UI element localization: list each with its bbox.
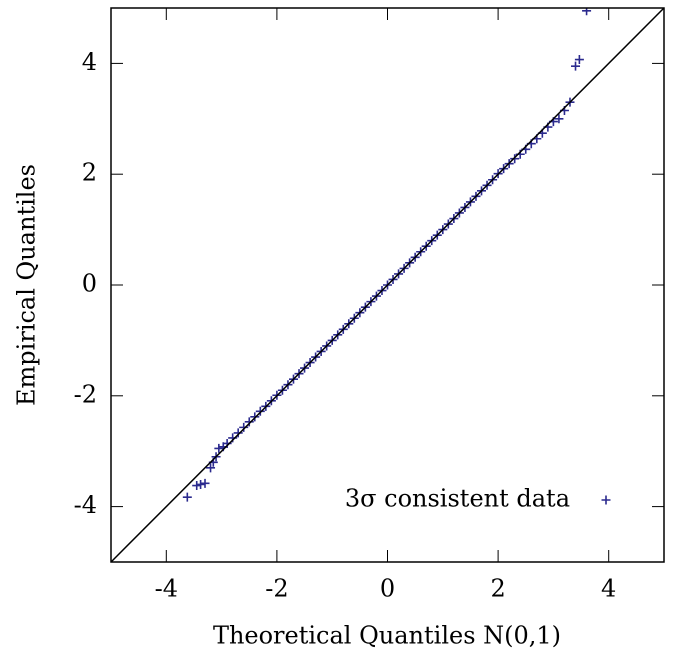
point xyxy=(196,479,206,489)
y-tick-label: 0 xyxy=(82,270,97,298)
y-tick-label: -4 xyxy=(74,491,97,519)
point xyxy=(244,417,254,427)
x-axis-label: Theoretical Quantiles N(0,1) xyxy=(213,622,561,650)
plot-frame xyxy=(110,7,665,563)
point xyxy=(255,406,265,416)
y-tick-label: 2 xyxy=(82,159,97,187)
point xyxy=(206,463,216,473)
y-tick-label: -2 xyxy=(74,380,97,408)
point xyxy=(200,478,210,488)
x-tick-label: 4 xyxy=(601,575,616,603)
legend-label: 3σ consistent data xyxy=(345,485,570,513)
point xyxy=(510,154,520,164)
point xyxy=(239,422,249,432)
point xyxy=(554,114,564,124)
y-tick-label: 4 xyxy=(82,48,97,76)
reference-line xyxy=(111,8,664,562)
x-tick-label: 2 xyxy=(490,575,505,603)
x-tick-label: -2 xyxy=(265,575,288,603)
y-axis-label: Empirical Quantiles xyxy=(13,164,41,406)
point xyxy=(250,412,260,422)
point xyxy=(574,55,584,65)
point xyxy=(571,61,581,71)
legend-marker xyxy=(601,495,611,505)
point xyxy=(233,428,243,438)
point xyxy=(214,443,224,453)
point xyxy=(182,492,192,502)
point xyxy=(192,481,202,491)
point xyxy=(582,8,592,16)
x-tick-label: 0 xyxy=(380,575,395,603)
x-tick-label: -4 xyxy=(155,575,178,603)
